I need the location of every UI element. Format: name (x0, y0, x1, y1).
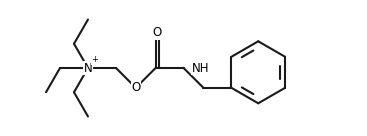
Text: O: O (153, 27, 162, 39)
Text: N: N (84, 61, 92, 75)
Text: O: O (131, 81, 141, 94)
Text: +: + (91, 55, 98, 64)
Text: NH: NH (192, 61, 209, 75)
